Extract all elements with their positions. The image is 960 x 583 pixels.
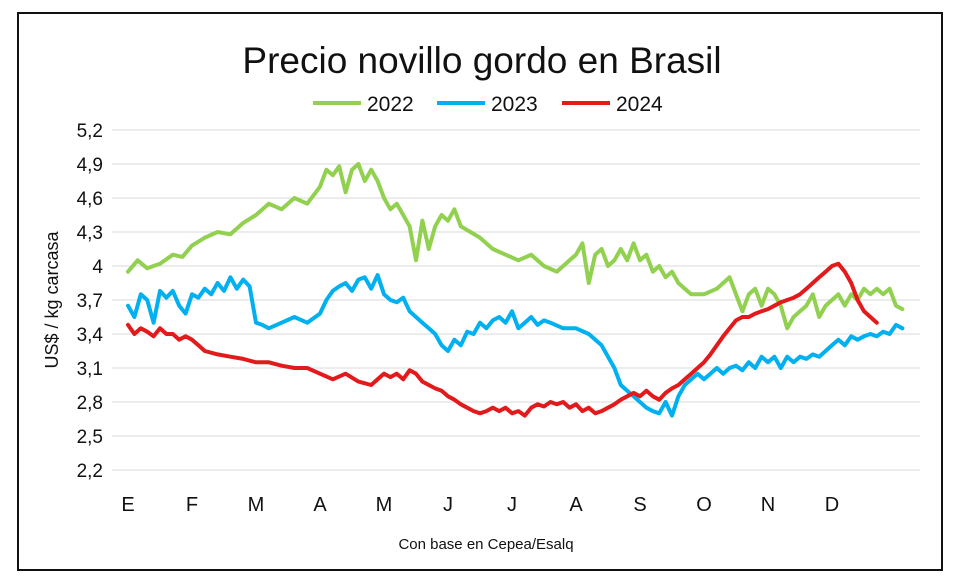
x-tick-label: J [443,494,453,516]
legend-label-2022: 2022 [367,93,414,116]
y-tick-label: 4,6 [77,189,103,210]
series-line-2023 [126,273,905,418]
x-tick-label: A [569,494,583,516]
y-tick-label: 5,2 [77,121,103,142]
y-tick-label: 3,1 [77,359,103,380]
source-note: Con base en Cepea/Esalq [398,536,573,553]
y-tick-label: 2,2 [77,461,103,482]
y-tick-label: 2,5 [77,427,103,448]
gridlines [112,129,920,471]
x-tick-label: J [507,494,517,516]
chart-title: Precio novillo gordo en Brasil [242,40,721,81]
series-line-2024 [126,261,879,418]
series-lines [126,162,905,418]
x-tick-label: O [696,494,712,516]
y-axis-label: US$ / kg carcasa [42,230,62,368]
x-tick-label: D [825,494,839,516]
y-tick-labels: 2,2 2,5 2,8 3,1 3,4 3,7 4 4,3 4,6 4,9 5,2 [77,121,104,482]
y-tick-label: 4,9 [77,155,103,176]
legend-label-2023: 2023 [491,93,538,116]
x-tick-label: N [761,494,775,516]
y-tick-label: 3,4 [77,325,104,346]
x-tick-label: M [376,494,393,516]
legend-label-2024: 2024 [616,93,663,116]
x-tick-label: A [313,494,327,516]
x-tick-label: M [248,494,265,516]
x-tick-label: S [633,494,646,516]
series-line-2022 [126,162,905,331]
y-tick-label: 4 [92,257,103,278]
x-tick-label: E [121,494,134,516]
legend: 2022 2023 2024 [313,93,663,116]
y-tick-label: 2,8 [77,393,103,414]
x-tick-label: F [186,494,198,516]
y-tick-label: 4,3 [77,223,103,244]
y-tick-label: 3,7 [77,291,103,312]
